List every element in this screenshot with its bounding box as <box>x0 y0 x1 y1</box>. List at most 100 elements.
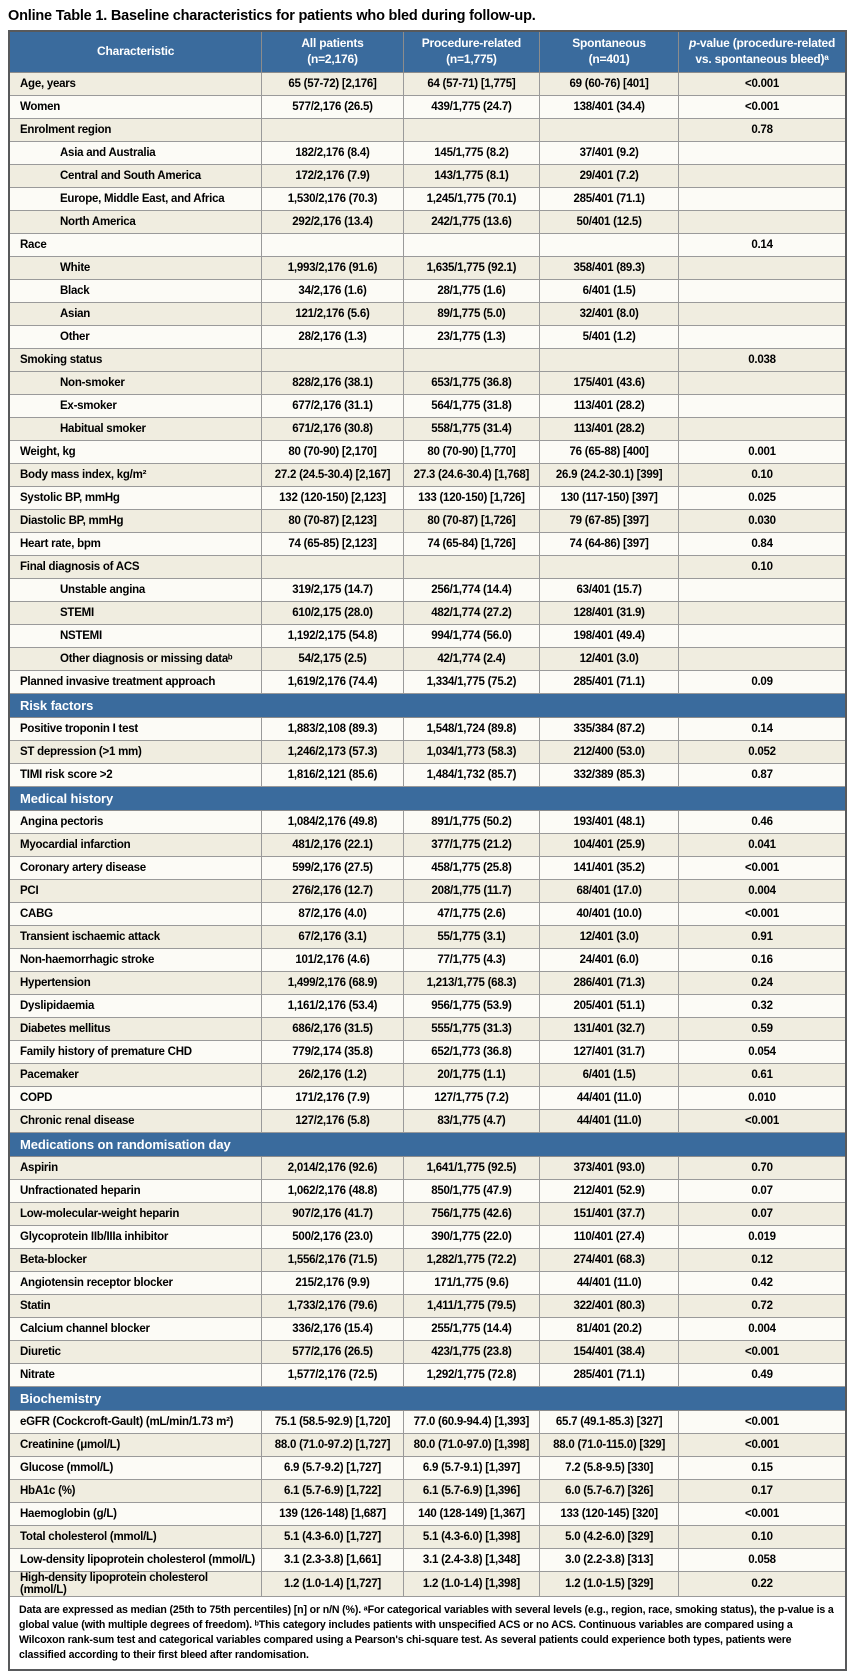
cell-value <box>678 302 847 326</box>
cell-value: 1,245/1,775 (70.1) <box>402 187 541 211</box>
cell-value <box>539 118 680 142</box>
cell-value: 67/2,176 (3.1) <box>261 925 404 949</box>
row-label: Habitual smoker <box>8 417 263 441</box>
cell-value: 80.0 (71.0-97.0) [1,398] <box>402 1433 541 1457</box>
p-italic: p <box>688 36 697 51</box>
cell-value <box>678 417 847 441</box>
cell-value: 133 (120-150) [1,726] <box>402 486 541 510</box>
row-label: Family history of premature CHD <box>8 1040 263 1064</box>
cell-value: 850/1,775 (47.9) <box>402 1179 541 1203</box>
cell-value: 1.2 (1.0-1.4) [1,727] <box>261 1571 404 1597</box>
cell-value: 335/384 (87.2) <box>539 717 680 741</box>
cell-value: 154/401 (38.4) <box>539 1340 680 1364</box>
table-row: Asian 121/2,176 (5.6) 89/1,775 (5.0) 32/401… <box>8 302 847 326</box>
cell-value: 1,411/1,775 (79.5) <box>402 1294 541 1318</box>
cell-value: 1,619/2,176 (74.4) <box>261 670 404 694</box>
cell-value: 0.22 <box>678 1571 847 1597</box>
table-row: Diastolic BP, mmHg 80 (70-87) [2,123] 80 (… <box>8 509 847 533</box>
cell-value: 286/401 (71.3) <box>539 971 680 995</box>
cell-value: 439/1,775 (24.7) <box>402 95 541 119</box>
cell-value: 242/1,775 (13.6) <box>402 210 541 234</box>
row-label: Total cholesterol (mmol/L) <box>8 1525 263 1549</box>
cell-value <box>402 118 541 142</box>
cell-value: 198/401 (49.4) <box>539 624 680 648</box>
col-header-p-value: p-value (procedure-related vs. spontaneou… <box>678 30 847 73</box>
table-row: Age, years 65 (57-72) [2,176] 64 (57-71) [… <box>8 72 847 96</box>
cell-value: 1,499/2,176 (68.9) <box>261 971 404 995</box>
cell-value <box>261 118 404 142</box>
cell-value <box>678 394 847 418</box>
section-header-label: Risk factors <box>8 693 847 718</box>
table-row: Glucose (mmol/L) 6.9 (5.7-9.2) [1,727] 6.9… <box>8 1456 847 1480</box>
cell-value <box>678 624 847 648</box>
col-header-sublabel: vs. spontaneous bleed)ᵃ <box>695 52 829 66</box>
cell-value: 756/1,775 (42.6) <box>402 1202 541 1226</box>
cell-value: 80 (70-90) [1,770] <box>402 440 541 464</box>
table-footer: Data are expressed as median (25th to 75… <box>8 1596 847 1671</box>
table-row: Pacemaker 26/2,176 (1.2) 20/1,775 (1.1) 6/4… <box>8 1063 847 1087</box>
cell-value: 28/2,176 (1.3) <box>261 325 404 349</box>
cell-value: 610/2,175 (28.0) <box>261 601 404 625</box>
cell-value: 47/1,775 (2.6) <box>402 902 541 926</box>
cell-value: 143/1,775 (8.1) <box>402 164 541 188</box>
cell-value: 24/401 (6.0) <box>539 948 680 972</box>
row-label: Unfractionated heparin <box>8 1179 263 1203</box>
cell-value: 1,816/2,121 (85.6) <box>261 763 404 787</box>
row-label: Angiotensin receptor blocker <box>8 1271 263 1295</box>
cell-value: 0.10 <box>678 463 847 487</box>
table-row: Race 0.14 <box>8 233 847 257</box>
row-label: PCI <box>8 879 263 903</box>
row-label: Other diagnosis or missing dataᵇ <box>8 647 263 671</box>
cell-value: 6.1 (5.7-6.9) [1,396] <box>402 1479 541 1503</box>
table-row: High-density lipoprotein cholesterol (mm… <box>8 1571 847 1597</box>
cell-value: 0.09 <box>678 670 847 694</box>
cell-value: 6.9 (5.7-9.1) [1,397] <box>402 1456 541 1480</box>
cell-value: 133 (120-145) [320] <box>539 1502 680 1526</box>
cell-value: 5.1 (4.3-6.0) [1,398] <box>402 1525 541 1549</box>
cell-value: 0.91 <box>678 925 847 949</box>
row-label: Asia and Australia <box>8 141 263 165</box>
cell-value: 140 (128-149) [1,367] <box>402 1502 541 1526</box>
cell-value: 6.0 (5.7-6.7) [326] <box>539 1479 680 1503</box>
cell-value: 0.70 <box>678 1156 847 1180</box>
row-label: Women <box>8 95 263 119</box>
cell-value: 89/1,775 (5.0) <box>402 302 541 326</box>
cell-value: 28/1,775 (1.6) <box>402 279 541 303</box>
cell-value: 1,635/1,775 (92.1) <box>402 256 541 280</box>
cell-value: 285/401 (71.1) <box>539 1363 680 1387</box>
cell-value: 332/389 (85.3) <box>539 763 680 787</box>
cell-value: 336/2,176 (15.4) <box>261 1317 404 1341</box>
row-label: Myocardial infarction <box>8 833 263 857</box>
table-row: Aspirin 2,014/2,176 (92.6) 1,641/1,775 (92… <box>8 1156 847 1180</box>
table-row: Habitual smoker 671/2,176 (30.8) 558/1,775… <box>8 417 847 441</box>
cell-value: 50/401 (12.5) <box>539 210 680 234</box>
cell-value: 1,577/2,176 (72.5) <box>261 1363 404 1387</box>
cell-value: 1,246/2,173 (57.3) <box>261 740 404 764</box>
cell-value: 87/2,176 (4.0) <box>261 902 404 926</box>
cell-value: 0.72 <box>678 1294 847 1318</box>
row-label: Low-molecular-weight heparin <box>8 1202 263 1226</box>
row-label: Dyslipidaemia <box>8 994 263 1018</box>
cell-value: 0.78 <box>678 118 847 142</box>
section-header-label: Medications on randomisation day <box>8 1132 847 1157</box>
row-label: Coronary artery disease <box>8 856 263 880</box>
cell-value <box>261 348 404 372</box>
cell-value: 285/401 (71.1) <box>539 670 680 694</box>
cell-value: 1,292/1,775 (72.8) <box>402 1363 541 1387</box>
cell-value: 80 (70-87) [2,123] <box>261 509 404 533</box>
cell-value: 171/1,775 (9.6) <box>402 1271 541 1295</box>
table-row: TIMI risk score >2 1,816/2,121 (85.6) 1,48… <box>8 763 847 787</box>
row-label: Black <box>8 279 263 303</box>
cell-value: 139 (126-148) [1,687] <box>261 1502 404 1526</box>
table-row: Non-smoker 828/2,176 (38.1) 653/1,775 (36.… <box>8 371 847 395</box>
table-row: Asia and Australia 182/2,176 (8.4) 145/1,7… <box>8 141 847 165</box>
table-row: Nitrate 1,577/2,176 (72.5) 1,292/1,775 (72… <box>8 1363 847 1387</box>
table-row: CABG 87/2,176 (4.0) 47/1,775 (2.6) 40/401 (… <box>8 902 847 926</box>
cell-value: 652/1,773 (36.8) <box>402 1040 541 1064</box>
cell-value: 0.84 <box>678 532 847 556</box>
cell-value: 20/1,775 (1.1) <box>402 1063 541 1087</box>
cell-value: 32/401 (8.0) <box>539 302 680 326</box>
cell-value: 128/401 (31.9) <box>539 601 680 625</box>
cell-value: 5.0 (4.2-6.0) [329] <box>539 1525 680 1549</box>
cell-value: 27.2 (24.5-30.4) [2,167] <box>261 463 404 487</box>
